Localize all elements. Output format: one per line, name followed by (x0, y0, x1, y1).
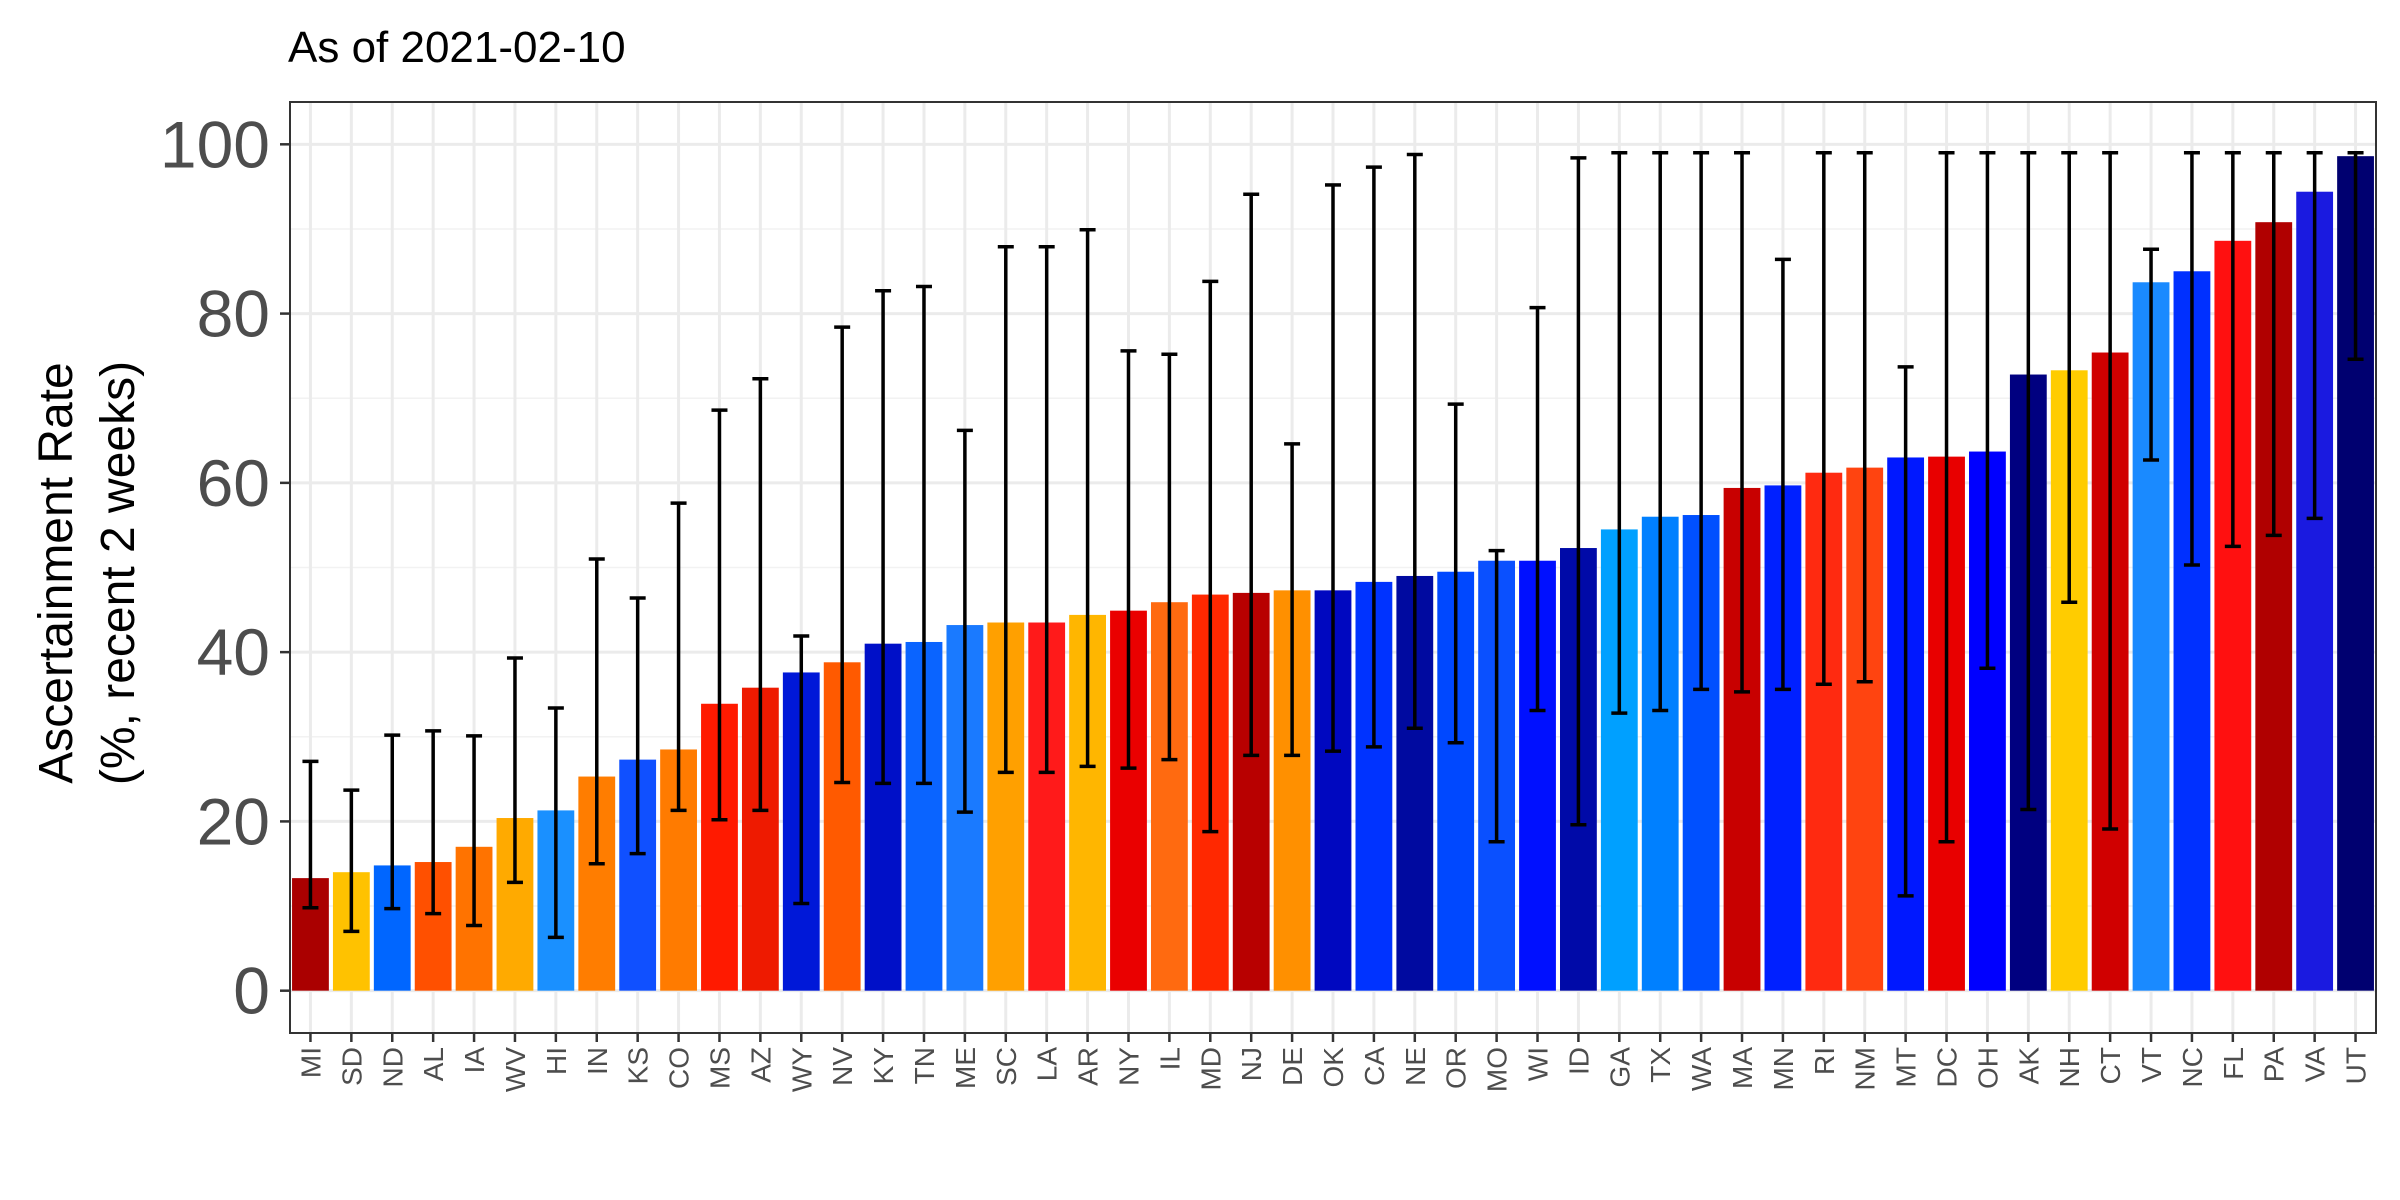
x-tick-label-ct: CT (2095, 1047, 2126, 1084)
y-tick-label: 40 (197, 615, 270, 689)
x-tick-label-ma: MA (1727, 1047, 1758, 1089)
x-tick-label-mn: MN (1768, 1047, 1799, 1091)
x-tick-label-wv: WV (500, 1047, 531, 1092)
x-tick-label-ne: NE (1400, 1047, 1431, 1086)
plot-area: 0 20 40 60 80 100 MI SD ND AL IA WV HI IN KS CO MS AZ WY NV… (160, 101, 2377, 1092)
x-tick-label-ny: NY (1113, 1047, 1144, 1086)
x-tick-label-ks: KS (623, 1047, 654, 1084)
x-tick-label-nv: NV (827, 1047, 858, 1086)
x-tick-label-ar: AR (1073, 1047, 1104, 1086)
x-tick-label-ri: RI (1809, 1047, 1840, 1075)
y-tick-label: 0 (233, 954, 270, 1028)
y-tick-label: 100 (160, 107, 270, 181)
x-tick-label-vt: VT (2136, 1047, 2167, 1083)
y-axis-title-line-2: (%, recent 2 weeks) (92, 361, 145, 785)
x-tick-label-hi: HI (541, 1047, 572, 1075)
x-tick-label-co: CO (664, 1047, 695, 1089)
y-tick-label: 60 (197, 446, 270, 520)
x-tick-label-ut: UT (2341, 1047, 2372, 1084)
x-tick-label-in: IN (582, 1047, 613, 1075)
x-tick-label-sd: SD (336, 1047, 367, 1086)
x-tick-label-va: VA (2300, 1047, 2331, 1083)
x-tick-label-id: ID (1563, 1047, 1594, 1075)
y-tick-label: 20 (197, 784, 270, 858)
x-tick-label-oh: OH (1972, 1047, 2003, 1089)
x-tick-label-nh: NH (2054, 1047, 2085, 1087)
x-tick-label-ok: OK (1318, 1047, 1349, 1088)
x-tick-label-pa: PA (2259, 1047, 2290, 1083)
y-axis-title-line-1: Ascertainment Rate (30, 362, 83, 784)
x-tick-label-nm: NM (1850, 1047, 1881, 1091)
x-tick-label-ak: AK (2013, 1047, 2044, 1085)
x-tick-label-la: LA (1032, 1047, 1063, 1082)
x-tick-label-or: OR (1441, 1047, 1472, 1089)
x-tick-label-nd: ND (377, 1047, 408, 1087)
x-tick-label-sc: SC (991, 1047, 1022, 1086)
y-tick-label: 80 (197, 277, 270, 351)
x-tick-label-wa: WA (1686, 1047, 1717, 1091)
x-tick-label-mi: MI (295, 1047, 326, 1078)
x-tick-label-md: MD (1195, 1047, 1226, 1091)
x-tick-label-ms: MS (704, 1047, 735, 1089)
x-tick-label-ga: GA (1604, 1047, 1635, 1088)
x-tick-label-wi: WI (1523, 1047, 1554, 1081)
x-tick-label-de: DE (1277, 1047, 1308, 1086)
x-tick-label-wy: WY (786, 1047, 817, 1092)
chart-title: As of 2021-02-10 (288, 23, 626, 72)
y-axis-title: Ascertainment Rate (%, recent 2 weeks) (30, 361, 145, 785)
x-tick-label-dc: DC (1932, 1047, 1963, 1087)
x-tick-label-al: AL (418, 1047, 449, 1081)
x-tick-label-az: AZ (745, 1047, 776, 1083)
x-tick-label-nc: NC (2177, 1047, 2208, 1087)
x-tick-label-ca: CA (1359, 1047, 1390, 1086)
x-tick-label-mt: MT (1891, 1047, 1922, 1087)
x-tick-label-tx: TX (1645, 1047, 1676, 1083)
x-tick-label-il: IL (1154, 1047, 1185, 1070)
x-tick-label-fl: FL (2218, 1047, 2249, 1080)
x-tick-label-mo: MO (1482, 1047, 1513, 1092)
x-tick-label-nj: NJ (1236, 1047, 1267, 1081)
x-tick-label-ia: IA (459, 1047, 490, 1074)
x-tick-label-tn: TN (909, 1047, 940, 1084)
x-tick-label-me: ME (950, 1047, 981, 1089)
x-tick-label-ky: KY (868, 1047, 899, 1085)
